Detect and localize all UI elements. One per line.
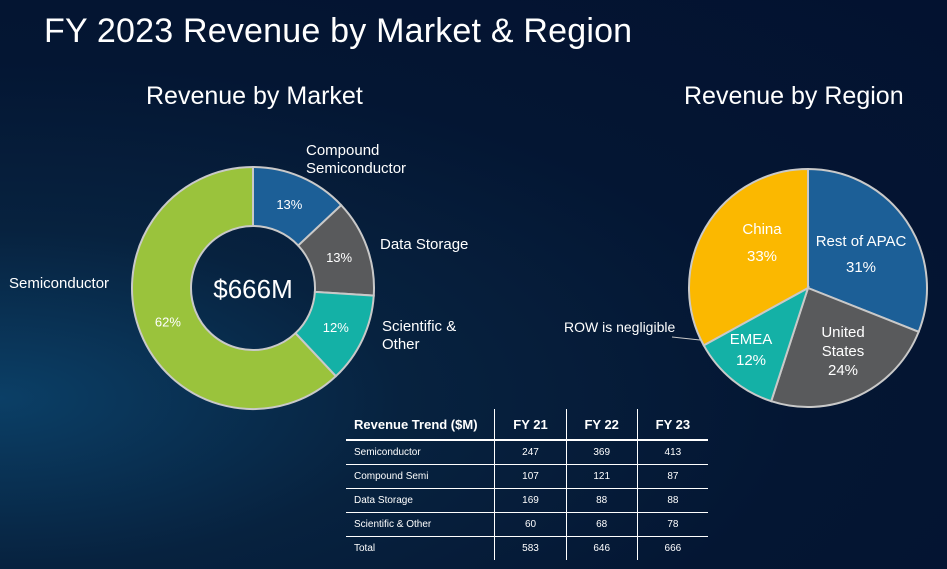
page-title: FY 2023 Revenue by Market & Region xyxy=(44,12,633,50)
pie-slice-emea xyxy=(702,285,810,403)
table-header: FY 23 xyxy=(636,409,708,441)
table-row: Data Storage 169 88 88 xyxy=(346,488,708,513)
table-cell: Semiconductor xyxy=(346,440,495,465)
pie-label-china: China 33% xyxy=(742,221,782,265)
row-annotation: ROW is negligible xyxy=(564,319,675,335)
table-cell: 88 xyxy=(565,488,638,513)
row-annotation-leader xyxy=(671,336,701,341)
table-cell: 68 xyxy=(565,512,638,537)
pie-slice-united-states xyxy=(769,286,920,408)
slice-value-compound: 13% xyxy=(276,197,302,212)
pie-label-emea: EMEA 12% xyxy=(730,331,773,369)
slice-label-semiconductor: Semiconductor xyxy=(9,275,109,292)
market-donut-chart: 13% Compound Semiconductor 13% Data Storage 1… xyxy=(9,142,468,410)
table-cell: 88 xyxy=(636,488,708,513)
table-cell: 666 xyxy=(636,536,708,560)
revenue-trend-table: Revenue Trend ($M) FY 21 FY 22 FY 23 Sem… xyxy=(346,409,708,560)
table-cell: 583 xyxy=(494,536,567,560)
table-cell: 247 xyxy=(494,440,567,465)
pie-label-rest-of-apac: Rest of APAC 31% xyxy=(816,233,907,276)
market-chart-title: Revenue by Market xyxy=(146,82,363,110)
slice-label-compound: Compound Semiconductor xyxy=(306,142,406,177)
slice-label-data-storage: Data Storage xyxy=(380,236,468,253)
table-cell: Total xyxy=(354,543,376,554)
table-cell: 169 xyxy=(494,488,567,513)
table-cell: 107 xyxy=(494,464,567,489)
region-pie-chart: Rest of APAC 31% United States 24% EMEA 12% Chi… xyxy=(688,167,928,408)
donut-slice-semiconductor xyxy=(131,165,338,410)
pie-slice-rest-of-apac xyxy=(807,167,928,334)
table-header-row: Revenue Trend ($M) FY 21 FY 22 FY 23 xyxy=(346,409,708,441)
donut-center-total: $666M xyxy=(213,274,293,304)
table-row: Scientific & Other 60 68 78 xyxy=(346,512,708,537)
table-cell: Data Storage xyxy=(346,488,495,513)
table-cell: 87 xyxy=(636,464,708,489)
pie-slice-china xyxy=(688,167,809,347)
table-cell: 121 xyxy=(565,464,638,489)
table-cell: Compound Semi xyxy=(346,464,495,489)
slice-value-semiconductor: 62% xyxy=(155,315,181,330)
slice-value-scientific: 12% xyxy=(323,320,349,335)
table-header: FY 21 xyxy=(494,409,567,441)
table-cell: 369 xyxy=(565,440,638,465)
table-cell: 78 xyxy=(636,512,708,537)
table-header: FY 22 xyxy=(565,409,638,441)
table-header: Revenue Trend ($M) xyxy=(346,409,495,441)
region-chart-title: Revenue by Region xyxy=(684,82,904,110)
table-row: Total 583 646 666 xyxy=(346,536,708,560)
pie-label-united-states: United States 24% xyxy=(821,324,864,379)
table-row: Semiconductor 247 369 413 xyxy=(346,440,708,465)
table-cell: 413 xyxy=(636,440,708,465)
table-cell: 646 xyxy=(565,536,638,560)
table-row: Compound Semi 107 121 87 xyxy=(346,464,708,489)
slice-value-data-storage: 13% xyxy=(326,250,352,265)
table-cell: 60 xyxy=(494,512,567,537)
table-cell: Scientific & Other xyxy=(346,512,495,537)
slice-label-scientific: Scientific & Other xyxy=(382,318,456,353)
